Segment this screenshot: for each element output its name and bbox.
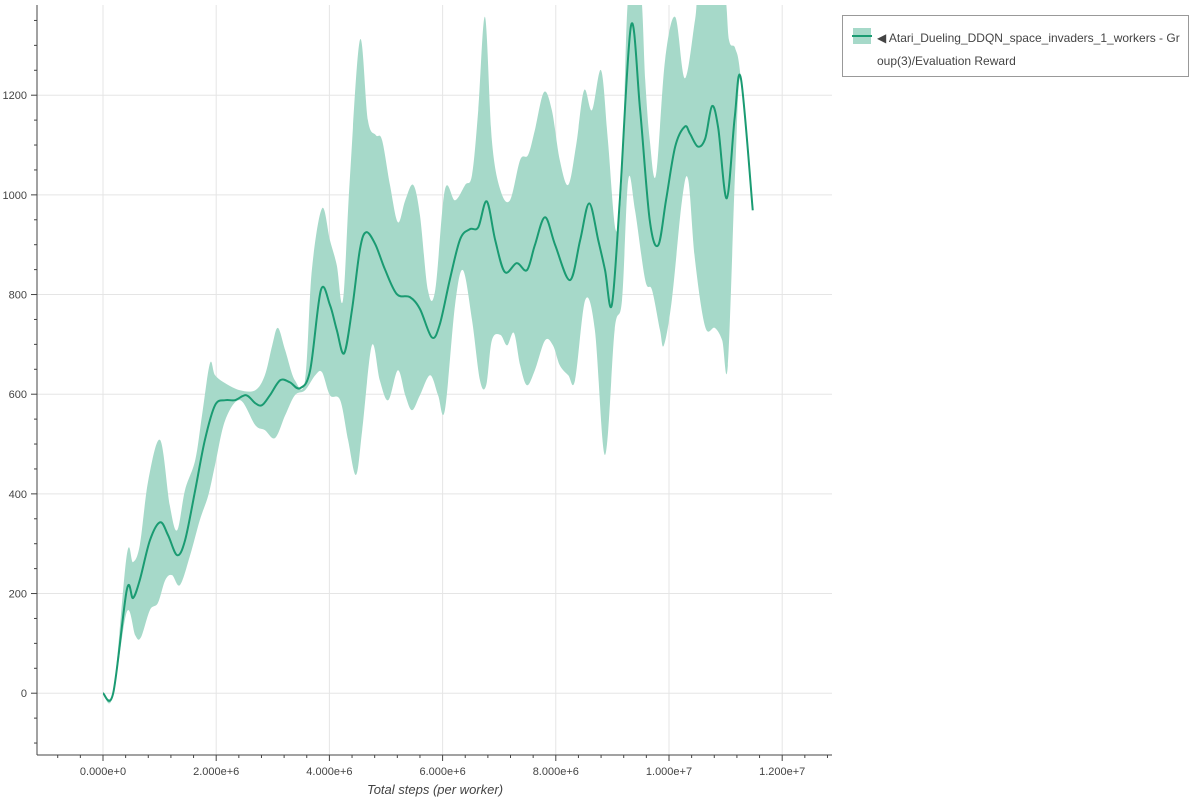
x-tick-label: 4.000e+6 [306, 766, 352, 778]
x-tick-label: 2.000e+6 [193, 766, 239, 778]
x-axis-label: Total steps (per worker) [367, 782, 503, 797]
reward-band [102, 5, 753, 704]
y-tick-label: 800 [9, 290, 27, 302]
axes: 0.000e+0 2.000e+6 4.000e+6 6.000e+6 8.000e+6… [3, 5, 832, 778]
y-tick-label: 400 [9, 489, 27, 501]
x-tick-label: 8.000e+6 [533, 766, 579, 778]
y-tick-label: 200 [9, 589, 27, 601]
mean-reward-line [102, 22, 754, 702]
y-tick-label: 1200 [3, 90, 27, 102]
legend-label[interactable]: ◀ Atari_Dueling_DDQN_space_invaders_1_wo… [877, 31, 1180, 68]
x-tick-label: 1.000e+7 [646, 766, 692, 778]
x-tick-label: 6.000e+6 [420, 766, 466, 778]
y-tick-label: 0 [21, 688, 27, 700]
y-tick-label: 1000 [3, 190, 27, 202]
legend-swatch-icon [852, 28, 872, 44]
x-tick-label: 0.000e+0 [80, 766, 126, 778]
x-tick-label: 1.200e+7 [759, 766, 805, 778]
y-tick-label: 600 [9, 389, 27, 401]
legend[interactable]: ◀ Atari_Dueling_DDQN_space_invaders_1_wo… [842, 15, 1189, 77]
